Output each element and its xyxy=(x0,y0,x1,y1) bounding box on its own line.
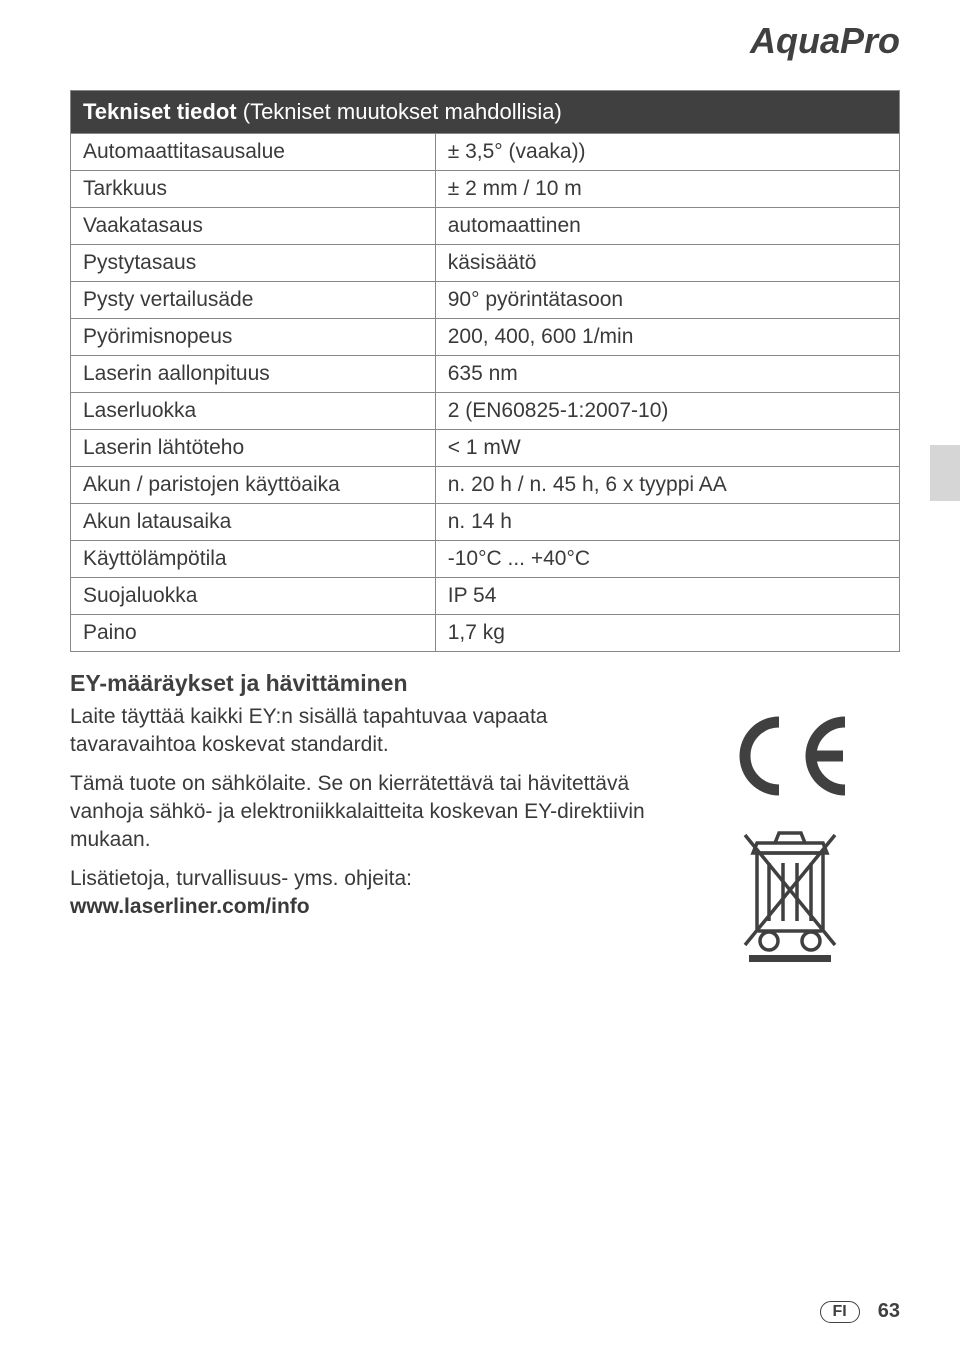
row-value: 635 nm xyxy=(435,356,899,393)
row-value: 90° pyörintätasoon xyxy=(435,282,899,319)
row-label: Laserin lähtöteho xyxy=(71,430,436,467)
table-row: Pysty vertailusäde90° pyörintätasoon xyxy=(71,282,900,319)
table-row: Automaattitasausalue± 3,5° (vaaka)) xyxy=(71,134,900,171)
side-tab xyxy=(930,445,960,501)
weee-bin-icon xyxy=(735,823,845,963)
row-label: Pysty vertailusäde xyxy=(71,282,436,319)
spec-table-header: Tekniset tiedot (Tekniset muutokset mahd… xyxy=(71,91,900,134)
table-row: Akun / paristojen käyttöaikan. 20 h / n.… xyxy=(71,467,900,504)
table-row: Käyttölämpötila-10°C ... +40°C xyxy=(71,541,900,578)
table-row: Laserluokka2 (EN60825-1:2007-10) xyxy=(71,393,900,430)
info-url: www.laserliner.com/info xyxy=(70,895,310,918)
row-label: Pyörimisnopeus xyxy=(71,319,436,356)
brand-title: AquaPro xyxy=(750,20,900,62)
table-row: Vaakatasausautomaattinen xyxy=(71,208,900,245)
table-row: Pyörimisnopeus200, 400, 600 1/min xyxy=(71,319,900,356)
row-value: ± 3,5° (vaaka)) xyxy=(435,134,899,171)
paragraph: Lisätietoja, turvallisuus- yms. ohjeita:… xyxy=(70,865,650,922)
paragraph: Laite täyttää kaikki EY:n sisällä tapaht… xyxy=(70,703,650,760)
paragraph: Tämä tuote on sähkölaite. Se on kierräte… xyxy=(70,770,650,855)
row-label: Vaakatasaus xyxy=(71,208,436,245)
spec-header-bold: Tekniset tiedot xyxy=(83,99,237,124)
section-heading: EY-määräykset ja hävittäminen xyxy=(70,670,900,697)
row-label: Pystytasaus xyxy=(71,245,436,282)
body-text: Laite täyttää kaikki EY:n sisällä tapaht… xyxy=(70,703,650,963)
row-value: ± 2 mm / 10 m xyxy=(435,171,899,208)
row-value: n. 14 h xyxy=(435,504,899,541)
row-value: 1,7 kg xyxy=(435,615,899,652)
table-row: Tarkkuus± 2 mm / 10 m xyxy=(71,171,900,208)
table-row: SuojaluokkaIP 54 xyxy=(71,578,900,615)
row-value: käsisäätö xyxy=(435,245,899,282)
row-value: n. 20 h / n. 45 h, 6 x tyyppi AA xyxy=(435,467,899,504)
row-value: IP 54 xyxy=(435,578,899,615)
row-value: -10°C ... +40°C xyxy=(435,541,899,578)
row-label: Tarkkuus xyxy=(71,171,436,208)
row-label: Paino xyxy=(71,615,436,652)
row-value: 200, 400, 600 1/min xyxy=(435,319,899,356)
page-footer: FI 63 xyxy=(820,1300,900,1323)
page-number: 63 xyxy=(878,1300,900,1323)
row-value: automaattinen xyxy=(435,208,899,245)
table-row: Paino1,7 kg xyxy=(71,615,900,652)
row-label: Automaattitasausalue xyxy=(71,134,436,171)
row-label: Käyttölämpötila xyxy=(71,541,436,578)
table-row: Pystytasauskäsisäätö xyxy=(71,245,900,282)
spec-table: Tekniset tiedot (Tekniset muutokset mahd… xyxy=(70,90,900,652)
row-value: < 1 mW xyxy=(435,430,899,467)
row-label: Akun latausaika xyxy=(71,504,436,541)
row-value: 2 (EN60825-1:2007-10) xyxy=(435,393,899,430)
row-label: Laserluokka xyxy=(71,393,436,430)
table-row: Laserin aallonpituus635 nm xyxy=(71,356,900,393)
ce-mark-icon xyxy=(725,713,855,799)
spec-header-rest: (Tekniset muutokset mahdollisia) xyxy=(237,99,562,124)
row-label: Akun / paristojen käyttöaika xyxy=(71,467,436,504)
table-row: Akun latausaikan. 14 h xyxy=(71,504,900,541)
row-label: Laserin aallonpituus xyxy=(71,356,436,393)
language-badge: FI xyxy=(820,1301,860,1323)
table-row: Laserin lähtöteho< 1 mW xyxy=(71,430,900,467)
row-label: Suojaluokka xyxy=(71,578,436,615)
